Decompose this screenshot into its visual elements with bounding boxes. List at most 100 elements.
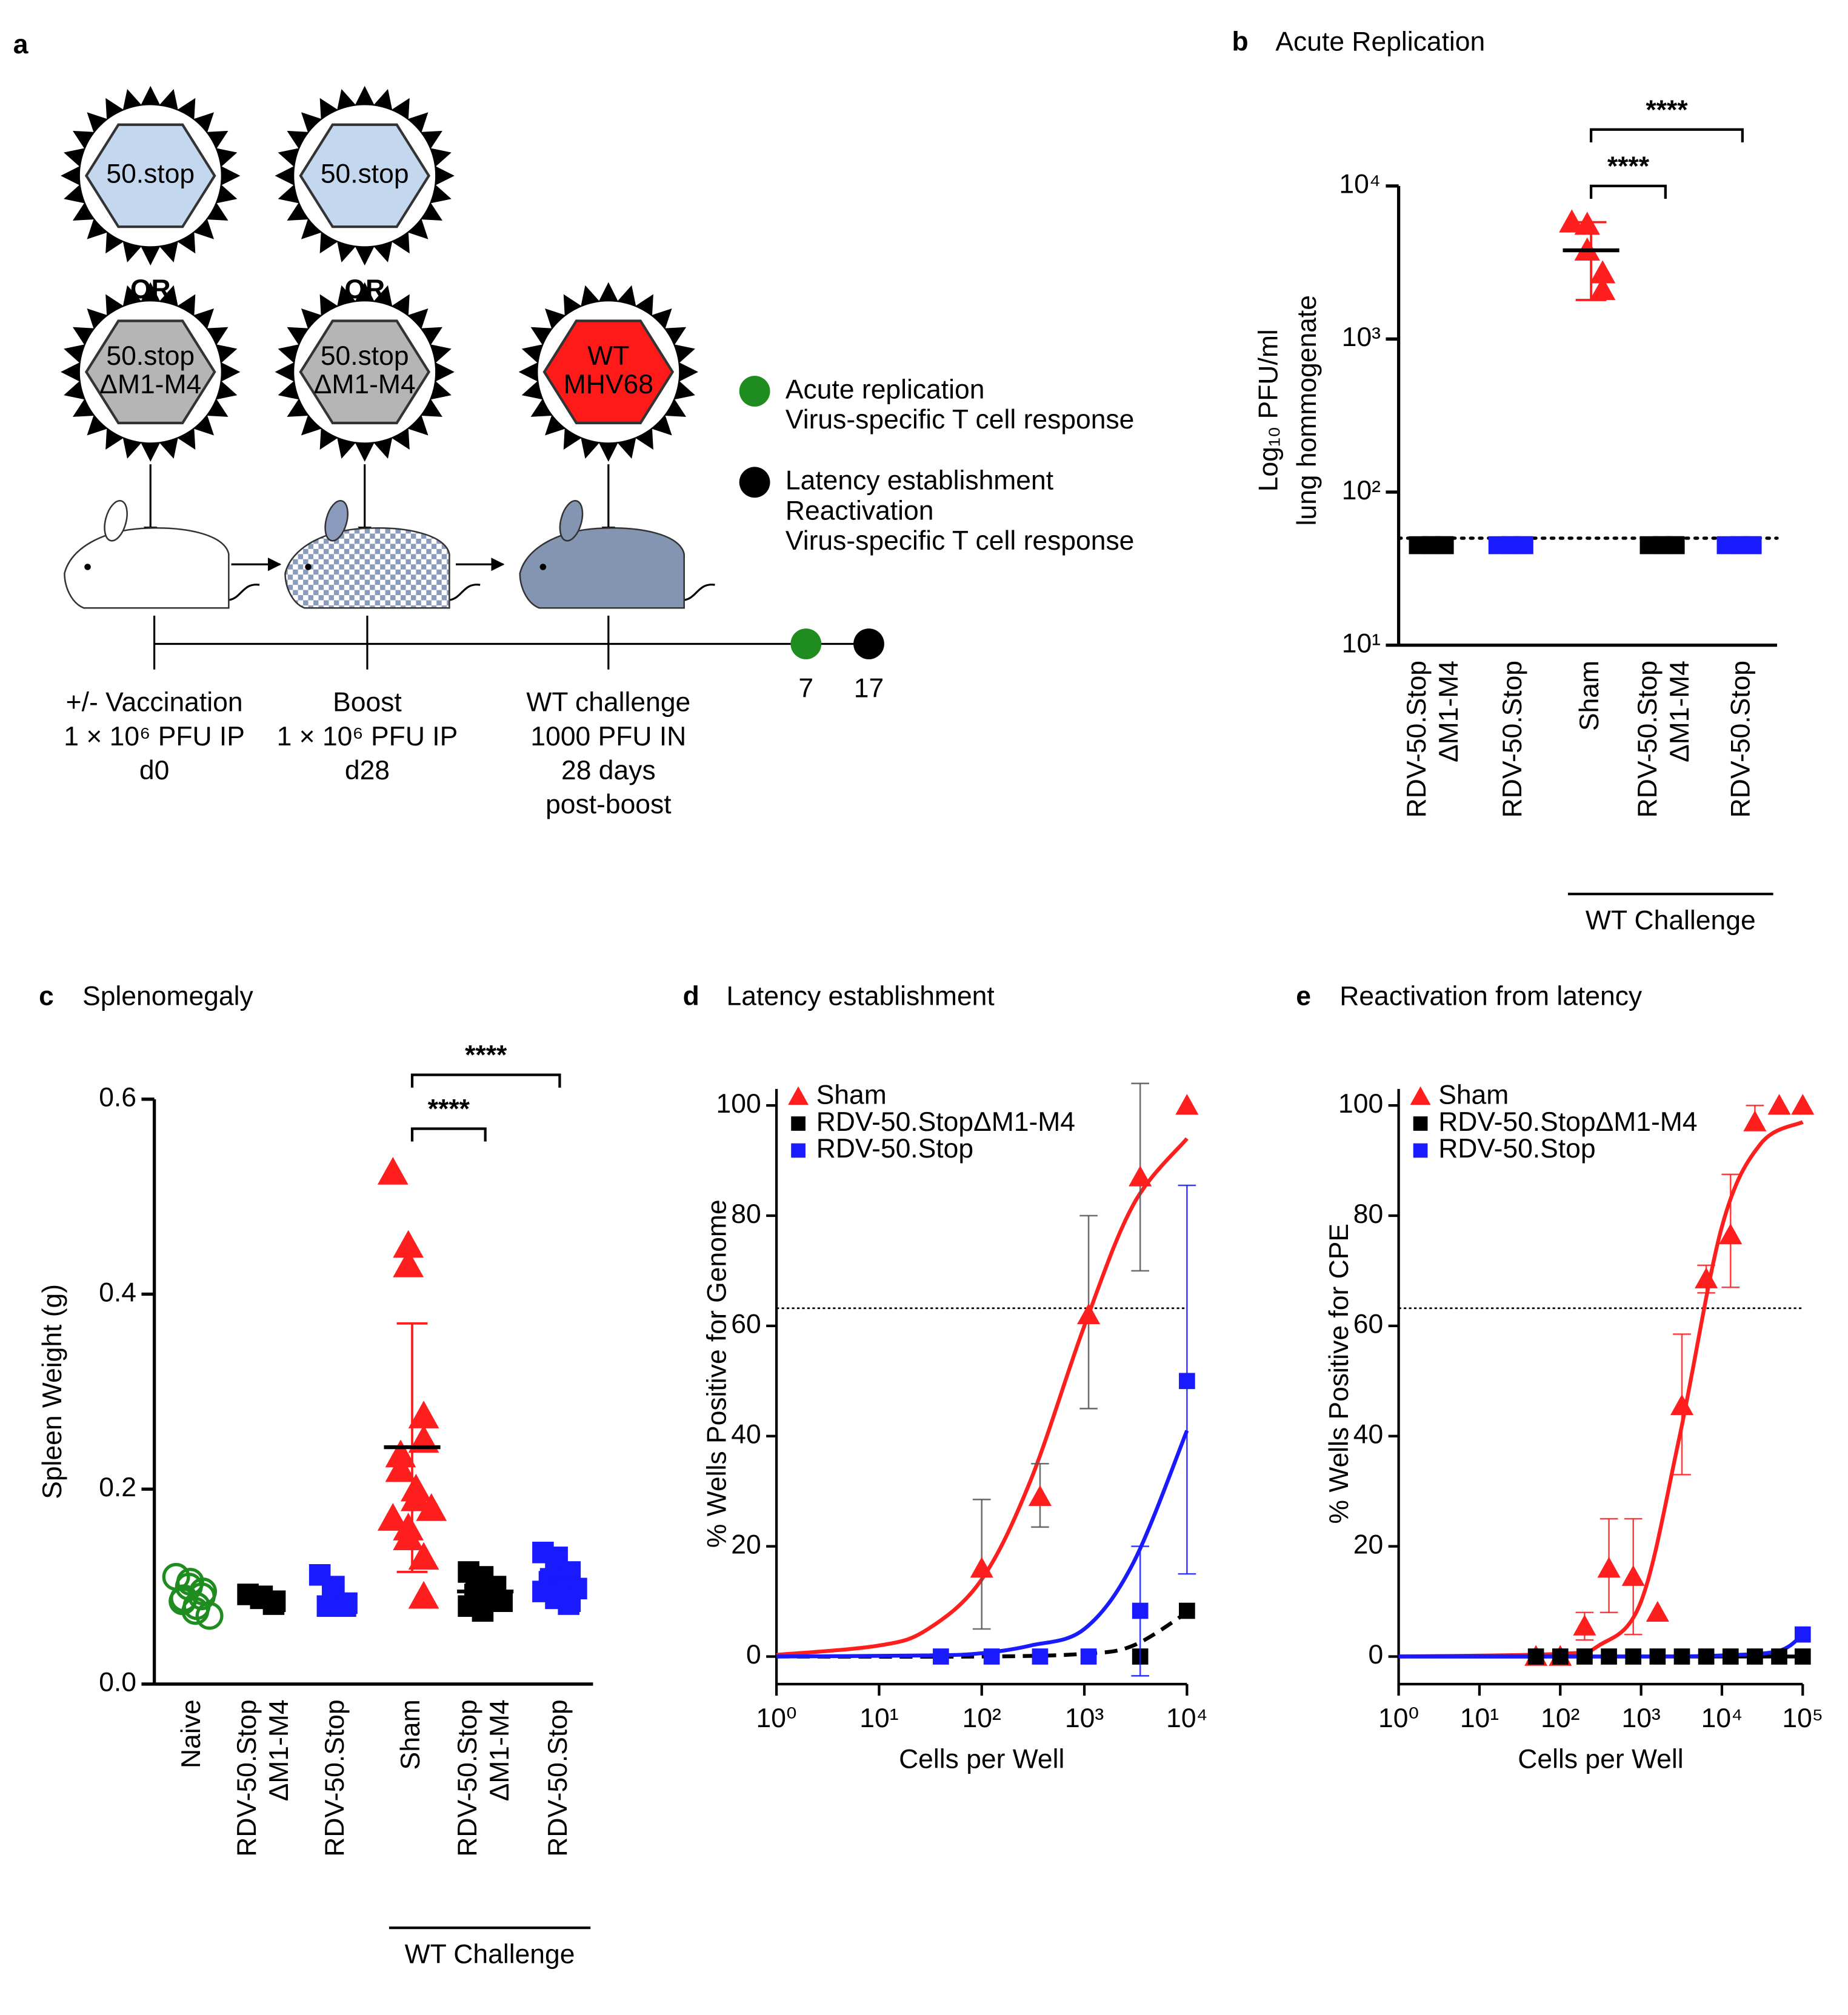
square-marker <box>933 1648 949 1665</box>
group-label: WT Challenge <box>1586 905 1756 935</box>
square-marker <box>791 1143 806 1158</box>
x-axis-label: Cells per Well <box>899 1745 1064 1774</box>
triangle-marker <box>385 1454 416 1482</box>
virus-capsid <box>299 319 431 425</box>
y-axis-label: Log₁₀ PFU/ml <box>1254 329 1284 491</box>
triangle-marker <box>385 1439 416 1468</box>
y-tick-label: 60 <box>1353 1310 1383 1339</box>
timepoint <box>790 628 822 659</box>
chart-title: Latency establishment <box>727 981 995 1011</box>
square-marker <box>1179 1602 1195 1619</box>
y-tick-label: 20 <box>1353 1530 1383 1559</box>
square-marker <box>1179 1373 1195 1390</box>
virus-label: 50.stop <box>106 341 195 371</box>
legend-label: RDV-50.Stop <box>1438 1134 1595 1164</box>
x-tick-label: RDV-50.Stop <box>1726 661 1756 818</box>
chart-title: Splenomegaly <box>82 981 253 1011</box>
square-marker <box>316 1595 339 1617</box>
legend-label: Latency establishment <box>786 466 1054 496</box>
significance-bracket <box>410 1127 487 1142</box>
virus-label: MHV68 <box>564 370 653 399</box>
square-marker <box>1514 536 1532 555</box>
square-marker <box>1434 536 1453 555</box>
virus-capsid <box>84 319 216 425</box>
triangle-marker <box>1743 1110 1767 1131</box>
triangle-marker <box>1589 260 1616 284</box>
triangle-marker <box>408 1401 439 1428</box>
y-tick-label: 10² <box>1342 476 1381 505</box>
timeline-label: post-boost <box>545 790 672 819</box>
triangle-marker <box>1573 1614 1596 1636</box>
x-tick-label: 10¹ <box>1460 1704 1499 1733</box>
significance-bracket <box>1589 184 1667 199</box>
triangle-marker <box>393 1230 424 1258</box>
chart-title: Reactivation from latency <box>1339 981 1643 1011</box>
timepoint <box>853 628 884 659</box>
triangle-marker <box>1410 1086 1431 1105</box>
y-tick-label: 80 <box>1353 1199 1383 1229</box>
legend-label: Sham <box>1438 1080 1509 1110</box>
triangle-marker <box>416 1493 447 1521</box>
triangle-marker <box>1175 1094 1199 1115</box>
x-tick-label: RDV-50.Stop <box>320 1699 350 1856</box>
timeline-label: WT challenge <box>526 688 690 718</box>
x-tick-label: ΔM1-M4 <box>485 1699 515 1801</box>
square-marker <box>1771 1648 1787 1665</box>
y-tick-label: 0.4 <box>99 1277 136 1307</box>
panel-letter: d <box>683 981 699 1011</box>
triangle-marker <box>1129 1165 1152 1187</box>
y-tick-label: 20 <box>731 1530 761 1559</box>
x-tick-label: RDV-50.Stop <box>1498 661 1527 818</box>
square-marker <box>1794 1648 1811 1665</box>
mouse-tail <box>226 584 260 602</box>
legend-label: Virus-specific T cell response <box>786 405 1134 435</box>
timeline-label: d28 <box>345 756 390 785</box>
square-marker <box>1413 1143 1428 1158</box>
virus-label: 50.stop <box>321 159 409 189</box>
mouse-ear <box>104 500 128 542</box>
mouse-body <box>64 527 230 609</box>
x-tick-label: ΔM1-M4 <box>264 1699 294 1801</box>
x-tick-label: ΔM1-M4 <box>1434 661 1464 762</box>
mouse-eye <box>84 564 91 570</box>
fit-curve <box>776 1137 1189 1657</box>
timepoint-label: 7 <box>798 673 813 703</box>
x-tick-label: RDV-50.Stop <box>1402 661 1432 818</box>
panel-letter: a <box>13 30 28 59</box>
square-marker <box>1601 1648 1617 1665</box>
x-axis-label: Cells per Well <box>1518 1745 1683 1774</box>
timeline-label: d0 <box>139 756 169 785</box>
x-tick-label: 10⁵ <box>1782 1704 1823 1733</box>
circle-marker <box>195 1602 224 1630</box>
mouse-body <box>284 527 450 609</box>
legend-label: Acute replication <box>786 375 985 404</box>
virus-label: 50.stop <box>321 341 409 371</box>
y-tick-label: 60 <box>731 1310 761 1339</box>
legend-label: RDV-50.StopΔM1-M4 <box>1438 1107 1697 1137</box>
square-marker <box>472 1600 494 1622</box>
timeline-label: 1 × 10⁶ PFU IP <box>64 722 245 751</box>
virus-capsid <box>299 123 431 228</box>
legend-label: Virus-specific T cell response <box>786 526 1134 556</box>
legend-label: Sham <box>816 1080 887 1110</box>
square-marker <box>262 1593 285 1615</box>
x-tick-label: RDV-50.Stop <box>1633 661 1663 818</box>
square-marker <box>1080 1648 1097 1665</box>
triangle-marker <box>1791 1094 1815 1115</box>
square-marker <box>983 1648 1000 1665</box>
legend-dot <box>739 376 770 407</box>
triangle-marker <box>1767 1094 1791 1115</box>
triangle-marker <box>1077 1303 1101 1324</box>
fit-curve <box>776 1430 1189 1659</box>
significance-bracket <box>410 1073 561 1088</box>
timeline-label: Boost <box>333 688 402 718</box>
significance-bracket <box>1589 128 1744 142</box>
y-tick-label: 10³ <box>1342 322 1381 352</box>
triangle-marker <box>408 1542 439 1570</box>
square-marker <box>1665 536 1684 555</box>
chart-title: Acute Replication <box>1275 27 1485 57</box>
x-tick-label: 10³ <box>1621 1704 1660 1733</box>
square-marker <box>1722 1648 1739 1665</box>
triangle-marker <box>377 1157 409 1185</box>
